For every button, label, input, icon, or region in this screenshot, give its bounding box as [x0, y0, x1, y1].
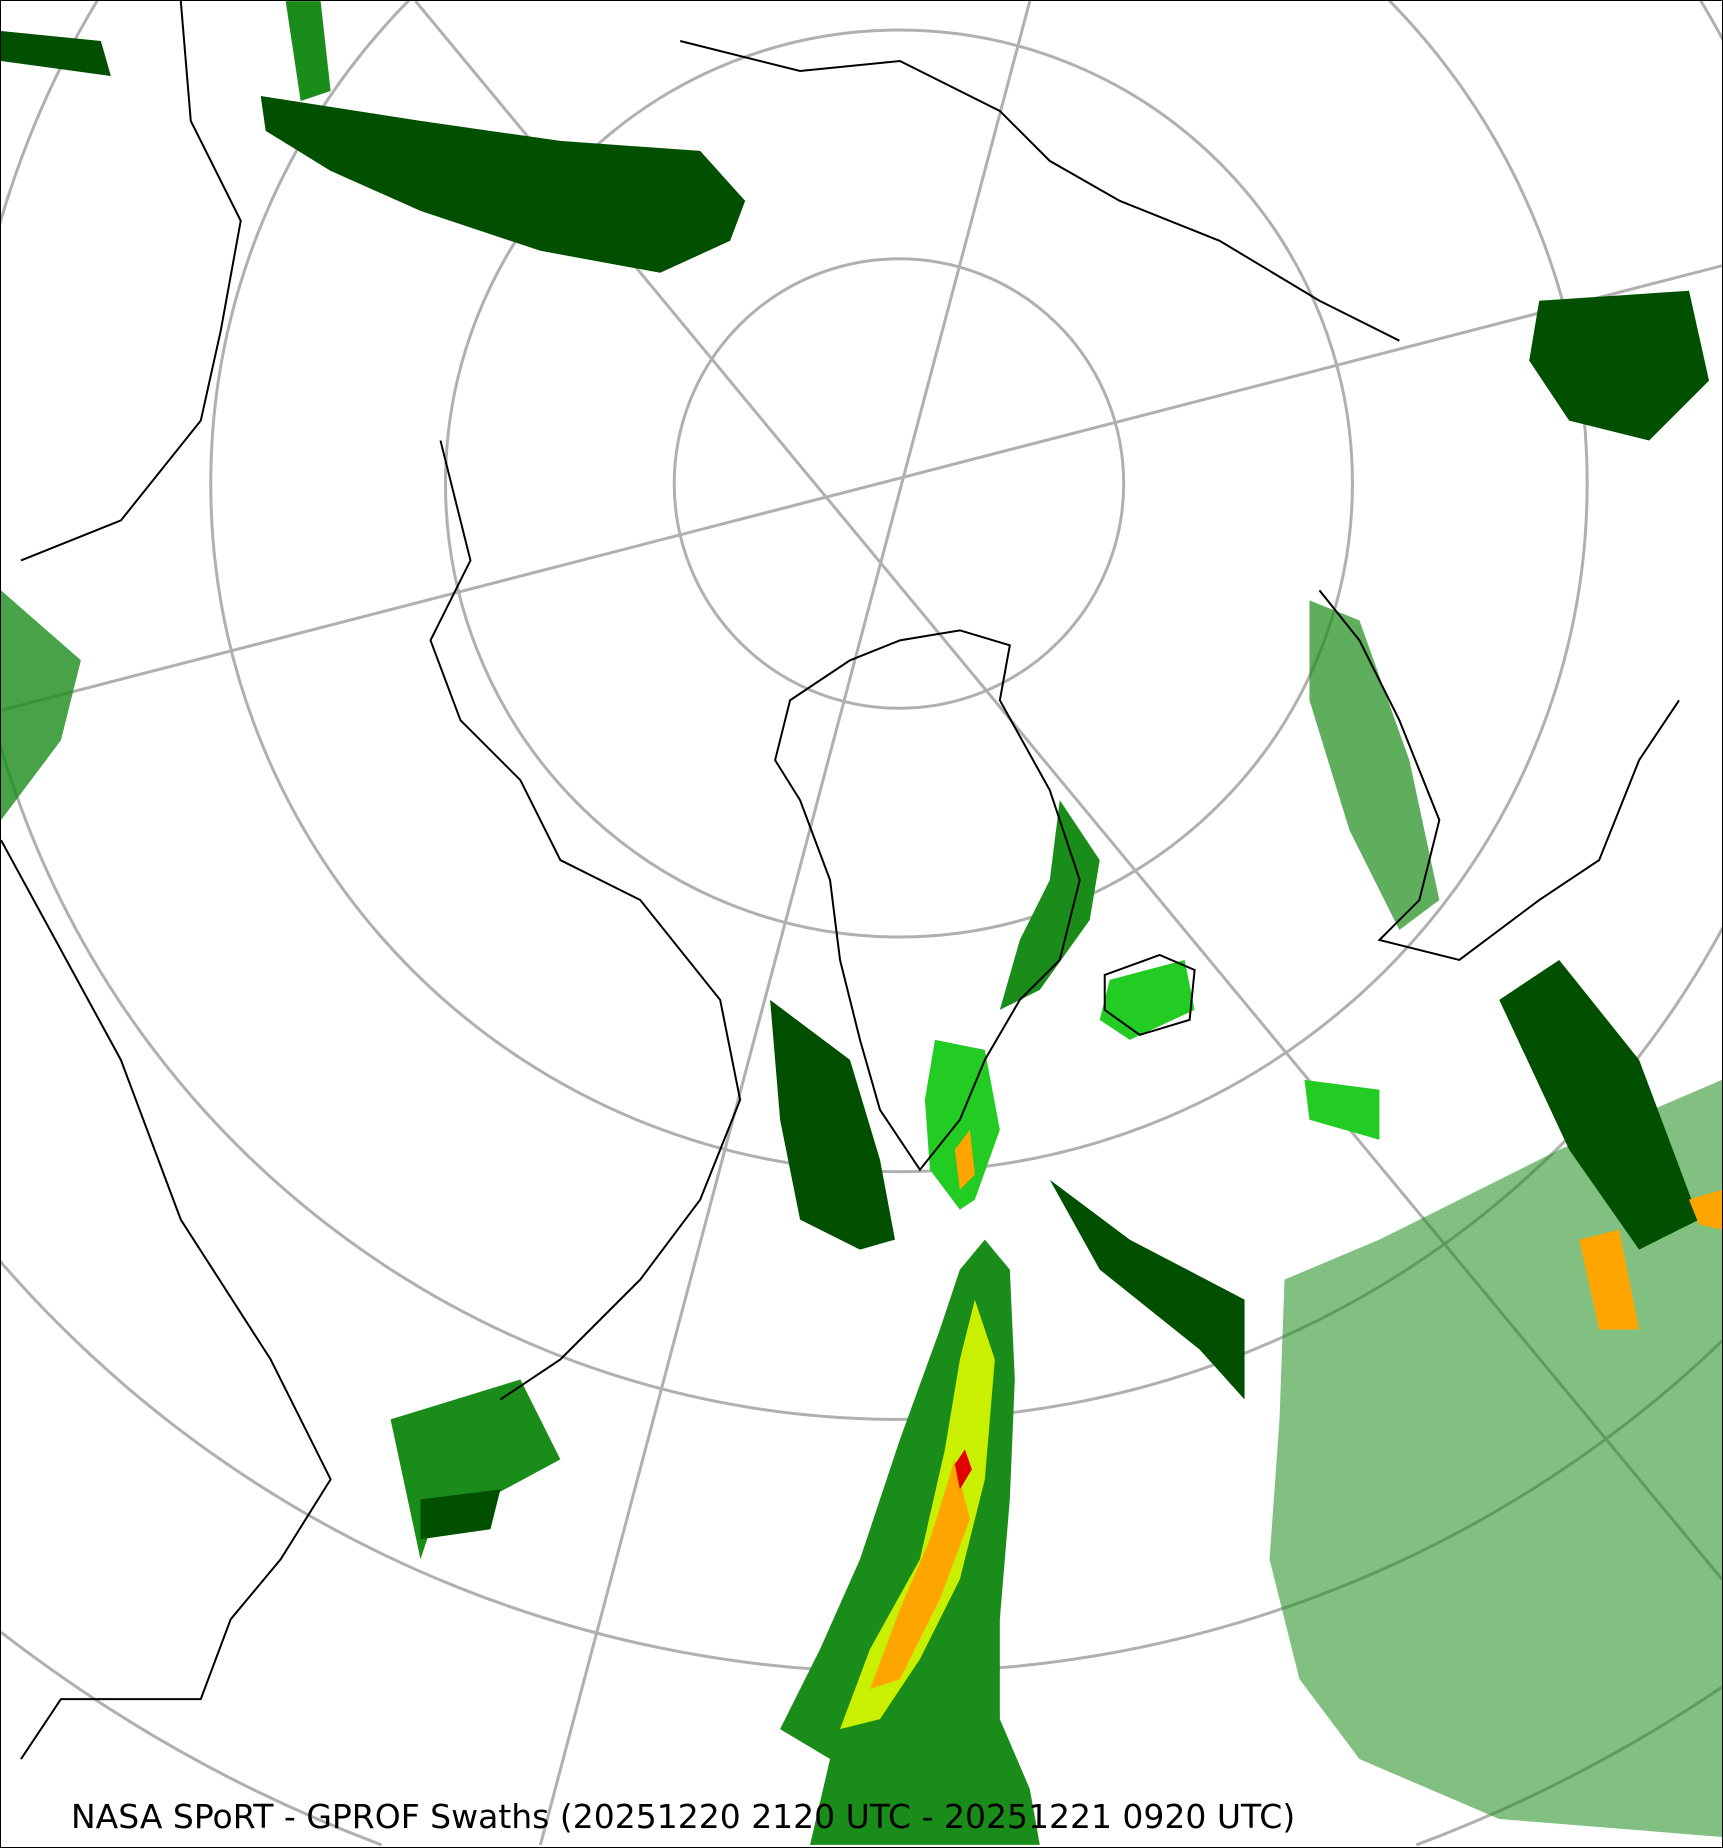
swath-patch — [954, 1449, 972, 1490]
us-coastline — [1, 839, 332, 1760]
canada-coastline — [429, 440, 742, 1401]
latitude-circle-60 — [209, 1, 1589, 1174]
swath-patch — [1, 31, 111, 76]
swath-iceland — [1099, 959, 1195, 1040]
coastlines — [1, 1, 1680, 1760]
greenland-coastline — [774, 629, 1081, 1172]
map-caption: NASA SPoRT - GPROF Swaths (20251220 2120… — [71, 1797, 1296, 1836]
swath-patch — [1499, 959, 1700, 1250]
latitude-circle-80 — [672, 257, 1126, 710]
iceland-coastline — [1103, 953, 1196, 1036]
swath-patch — [1689, 1189, 1722, 1230]
swath-patch — [390, 1379, 561, 1560]
latitude-circle-70 — [443, 28, 1354, 939]
swath-patch — [954, 1129, 975, 1190]
alaska-coastline — [20, 1, 242, 562]
meridian — [538, 1, 1032, 1846]
swath-alaska — [260, 95, 746, 273]
swath-siberia — [1529, 290, 1710, 441]
swath-patch — [840, 1299, 995, 1730]
meridian — [1, 264, 1722, 712]
swath-patch — [1049, 1179, 1245, 1400]
siberia-coastline — [679, 40, 1400, 342]
swath-patch — [1304, 1079, 1380, 1140]
scandinavia-coastline — [1318, 589, 1680, 962]
swath-patch — [869, 1459, 970, 1690]
swath-patch — [285, 1, 331, 101]
swath-atlantic — [780, 1239, 1040, 1845]
swath-patch — [420, 1489, 501, 1540]
swath-patch — [1, 590, 81, 821]
swath-west-greenland — [770, 999, 895, 1250]
swath-norway — [1309, 600, 1440, 930]
swath-east-greenland — [999, 800, 1100, 1010]
swath-greenland-tip — [924, 1039, 1000, 1210]
latitude-circle-50 — [1, 1, 1722, 1421]
latitude-circle-30-left — [1, 1630, 383, 1847]
